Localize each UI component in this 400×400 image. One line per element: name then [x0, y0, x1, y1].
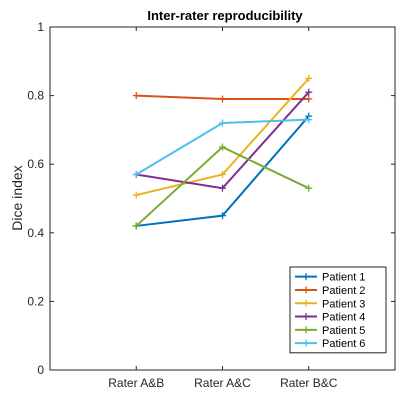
legend-label: Patient 3 [322, 298, 365, 310]
series-layer [132, 74, 313, 230]
legend-label: Patient 5 [322, 325, 365, 337]
data-point [132, 222, 140, 230]
legend-item: Patient 6 [295, 338, 365, 350]
legend-item: Patient 1 [295, 272, 365, 284]
data-point [132, 170, 140, 178]
legend-box [289, 266, 387, 354]
x-tick-label: Rater A&C [194, 376, 251, 390]
series-6 [132, 116, 313, 178]
y-tick-label: 0.6 [27, 157, 44, 171]
data-point [305, 88, 313, 96]
data-point [219, 143, 226, 151]
y-tick-label: 0.4 [27, 226, 44, 240]
legend-item: Patient 5 [295, 325, 365, 337]
y-tick-label: 0.8 [27, 89, 44, 103]
x-tick-label: Rater A&B [108, 376, 164, 390]
data-point [305, 95, 313, 103]
legend-item: Patient 3 [295, 298, 365, 310]
x-tick-label: Rater B&C [280, 376, 338, 390]
data-point [305, 74, 313, 82]
data-point [132, 92, 140, 100]
data-point [219, 95, 226, 103]
data-point [219, 212, 226, 220]
series-2 [132, 92, 313, 103]
data-point [132, 191, 140, 199]
legend-label: Patient 4 [322, 312, 365, 324]
y-tick-label: 1 [37, 20, 44, 34]
legend-item: Patient 4 [295, 312, 365, 324]
chart-title: Inter-rater reproducibility [147, 8, 303, 23]
y-axis-title: Dice index [9, 165, 25, 230]
y-tick-label: 0.2 [27, 294, 44, 308]
data-point [219, 119, 226, 127]
legend-label: Patient 6 [322, 338, 365, 350]
legend-label: Patient 1 [322, 272, 365, 284]
y-tick-label: 0 [37, 363, 44, 377]
series-5 [132, 143, 313, 230]
legend-label: Patient 2 [322, 285, 365, 297]
legend-item: Patient 2 [295, 285, 365, 297]
data-point [305, 184, 313, 192]
series-3 [132, 74, 313, 199]
data-point [219, 184, 226, 192]
data-point [219, 170, 226, 178]
data-point [305, 116, 313, 124]
